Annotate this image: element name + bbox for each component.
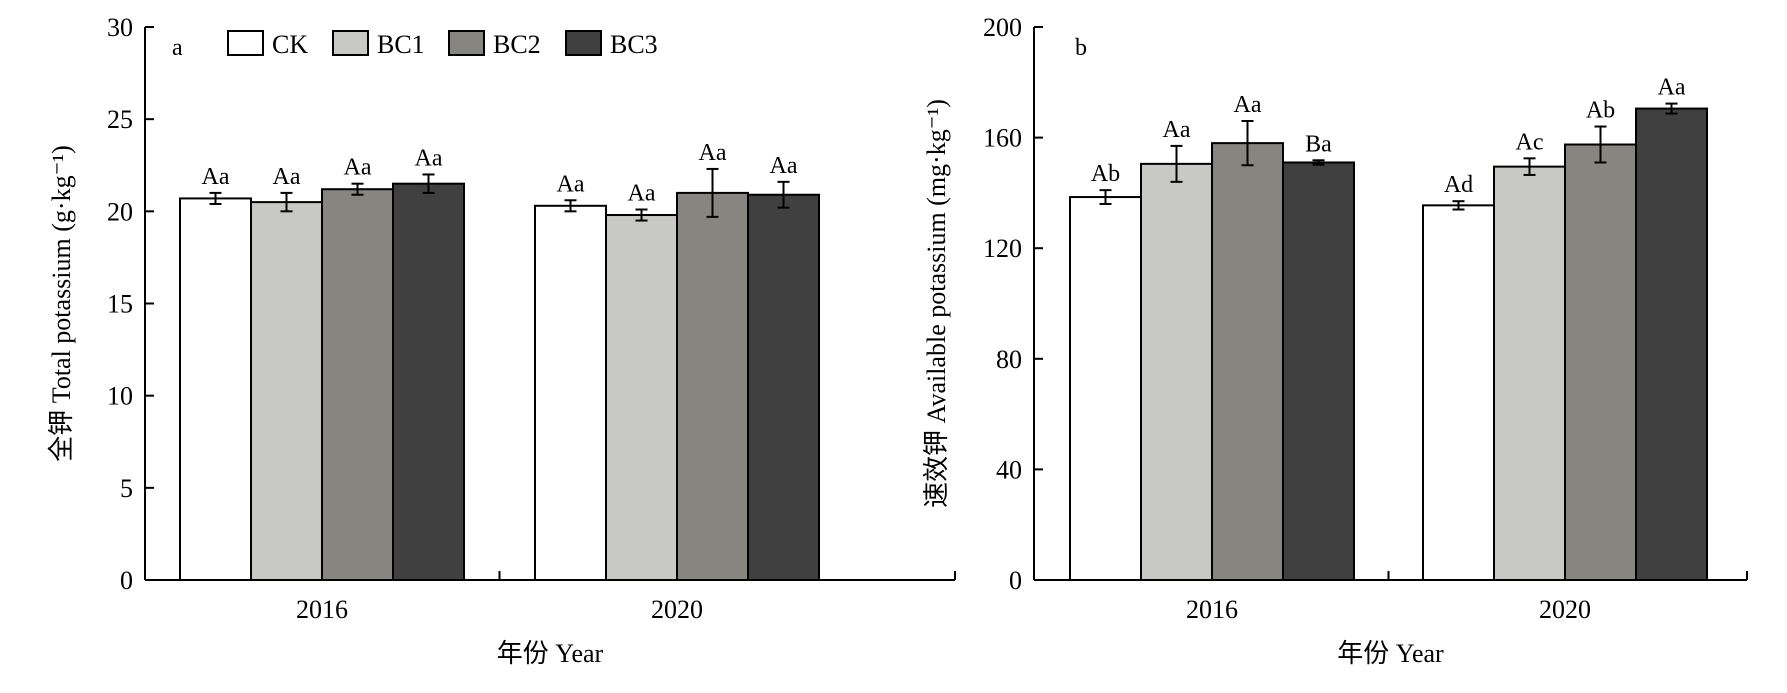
y-tick-label: 0 [120, 566, 133, 595]
significance-label: Ab [1586, 98, 1615, 124]
y-tick-label: 120 [983, 234, 1022, 263]
x-tick-label: 2016 [296, 595, 348, 624]
legend-label-bc1: BC1 [377, 30, 425, 59]
bar-bc3-2020 [1635, 107, 1708, 581]
bar-ck-2020 [534, 204, 607, 581]
x-tick-label: 2016 [1186, 595, 1238, 624]
significance-label: Aa [415, 145, 443, 171]
legend-swatch-bc2 [448, 30, 485, 56]
significance-label: Aa [1658, 75, 1686, 101]
legend-label-bc2: BC2 [493, 30, 541, 59]
significance-label: Aa [202, 164, 230, 190]
legend-label-bc3: BC3 [610, 30, 658, 59]
significance-label: Aa [273, 164, 301, 190]
significance-label: Aa [344, 155, 372, 181]
bar-ck-2020 [1422, 204, 1495, 581]
y-tick-label: 0 [1009, 566, 1022, 595]
legend-swatch-bc3 [565, 30, 602, 56]
y-axis-title: 速效钾 Available potassium (mg·kg⁻¹) [922, 99, 951, 508]
y-tick-label: 30 [107, 13, 133, 42]
significance-label: Aa [557, 171, 585, 197]
legend-label-ck: CK [272, 30, 308, 59]
bar-bc2-2020 [676, 191, 749, 581]
legend-swatch-bc1 [332, 30, 369, 56]
x-axis-title: 年份 Year [1337, 639, 1444, 668]
y-tick-label: 15 [107, 290, 133, 319]
significance-label: Ab [1091, 161, 1120, 187]
legend: CK BC1 BC2 BC3 [227, 30, 658, 59]
y-tick-label: 40 [996, 455, 1022, 484]
bar-bc1-2020 [605, 214, 678, 582]
significance-label: Ba [1305, 131, 1332, 157]
significance-label: Aa [628, 180, 656, 206]
bar-bc3-2020 [747, 193, 820, 581]
bar-bc3-2016 [392, 182, 465, 582]
bar-bc3-2016 [1282, 161, 1355, 582]
bar-bc1-2016 [250, 201, 323, 581]
bar-ck-2016 [179, 197, 252, 581]
y-tick-label: 10 [107, 382, 133, 411]
y-tick-label: 200 [983, 13, 1022, 42]
y-tick-label: 20 [107, 197, 133, 226]
y-tick-label: 5 [120, 474, 133, 503]
y-tick-label: 25 [107, 105, 133, 134]
significance-label: Ad [1444, 172, 1473, 198]
x-tick-label: 2020 [1539, 595, 1591, 624]
bar-bc2-2016 [1211, 142, 1284, 581]
significance-label: Aa [699, 140, 727, 166]
y-axis-title: 全钾 Total potassium (g·kg⁻¹) [47, 145, 76, 462]
y-tick-label: 80 [996, 345, 1022, 374]
bar-bc2-2016 [321, 188, 394, 581]
significance-label: Aa [1234, 92, 1262, 118]
bar-ck-2016 [1069, 196, 1142, 582]
significance-label: Aa [770, 153, 798, 179]
bar-bc1-2016 [1140, 162, 1213, 581]
significance-label: Ac [1516, 129, 1544, 155]
panel-label: a [172, 35, 183, 61]
bar-bc1-2020 [1493, 165, 1566, 581]
x-tick-label: 2020 [651, 595, 703, 624]
significance-label: Aa [1163, 117, 1191, 143]
y-tick-label: 160 [983, 124, 1022, 153]
bar-bc2-2020 [1564, 143, 1637, 581]
legend-swatch-ck [227, 30, 264, 56]
x-axis-title: 年份 Year [497, 639, 604, 668]
chart-panel-b: 0 40 80 120 160 200 2016 2020 Ab Ad Aa Ac Aa Ab Ba Aa b 年… [922, 13, 1748, 668]
panel-label: b [1075, 35, 1087, 61]
chart-panel-a: 0 5 10 15 20 25 30 2016 2020 Aa Aa Aa Aa Aa Aa Aa Aa a 年份 … [47, 13, 956, 668]
